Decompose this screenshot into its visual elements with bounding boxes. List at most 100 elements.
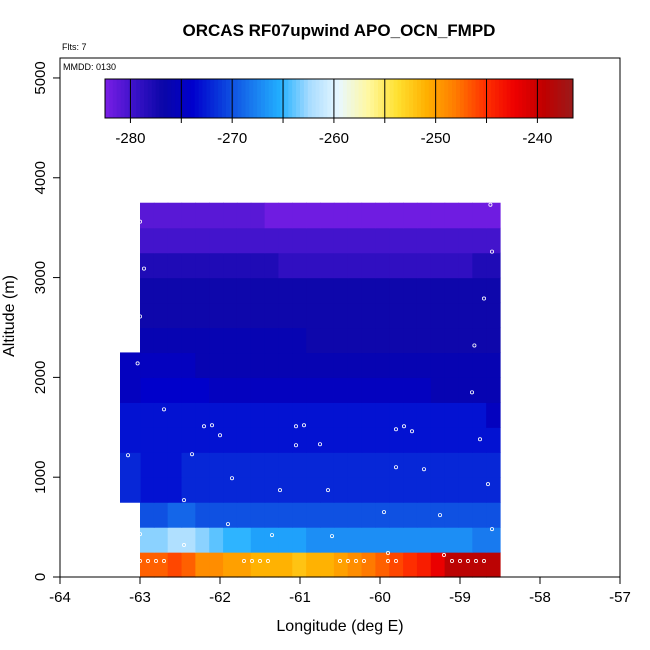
heatmap-cell <box>236 252 252 279</box>
heatmap-cell <box>416 227 432 254</box>
heatmap-cell <box>250 477 266 503</box>
heatmap-cell <box>181 327 196 354</box>
colorbar-swatch <box>175 79 180 118</box>
sample-point <box>181 543 186 548</box>
heatmap-cell <box>181 202 196 229</box>
heatmap-cell <box>153 427 169 453</box>
colorbar: -280 -270 -260 -250 -240 <box>104 78 574 147</box>
colorbar-swatch <box>288 79 293 118</box>
heatmap-cell <box>486 352 501 378</box>
heatmap-cell <box>430 402 446 428</box>
heatmap-cell <box>472 477 487 503</box>
colorbar-swatch <box>452 79 457 118</box>
heatmap-cell <box>292 427 307 453</box>
heatmap-cell <box>320 202 335 229</box>
colorbar-swatch <box>491 79 496 118</box>
heatmap-cell <box>444 452 460 478</box>
heatmap-cell <box>292 552 307 578</box>
y-tick-label: 0 <box>32 573 49 581</box>
heatmap-cell <box>236 277 252 304</box>
sample-point <box>137 532 142 537</box>
heatmap-cell <box>486 402 501 428</box>
sample-point <box>201 424 206 429</box>
heatmap-cell <box>181 452 196 478</box>
heatmap-cell <box>430 302 446 329</box>
heatmap-cell <box>375 352 390 378</box>
colorbar-swatch <box>432 79 437 118</box>
heatmap-cell <box>306 527 321 553</box>
heatmap-cell <box>195 202 210 229</box>
heatmap-cell <box>444 377 460 403</box>
heatmap-cell <box>458 277 473 304</box>
heatmap-cell <box>292 377 307 403</box>
heatmap-cell <box>195 277 210 304</box>
colorbar-swatch <box>537 79 543 118</box>
colorbar-swatch <box>198 79 203 118</box>
heatmap-cell <box>333 527 349 553</box>
y-tick-label: 5000 <box>32 61 49 94</box>
colorbar-swatch <box>237 79 242 118</box>
y-tick-label: 2000 <box>32 361 49 394</box>
heatmap-cell <box>444 477 460 503</box>
heatmap-cell <box>250 452 266 478</box>
heatmap-cell <box>430 202 446 229</box>
heatmap-cell <box>278 327 293 354</box>
heatmap-cell <box>361 277 376 304</box>
heatmap-cell <box>209 477 224 503</box>
heatmap-cell <box>167 427 183 453</box>
heatmap-cell <box>486 427 501 453</box>
heatmap-cell <box>236 527 252 553</box>
sample-point <box>345 559 350 564</box>
colorbar-swatch <box>331 79 336 118</box>
heatmap-cell <box>306 227 321 254</box>
heatmap-cell <box>209 252 224 279</box>
heatmap-cell <box>333 327 349 354</box>
heatmap-cell <box>347 452 363 478</box>
heatmap-cell <box>140 402 155 428</box>
colorbar-swatch <box>155 79 161 118</box>
heatmap-cell <box>223 352 238 378</box>
heatmap-cell <box>458 252 473 279</box>
heatmap-cell <box>236 227 252 254</box>
chart-title: ORCAS RF07upwind APO_OCN_FMPD <box>183 21 496 40</box>
sample-point <box>181 498 186 503</box>
sample-point <box>137 314 142 319</box>
heatmap-cell <box>361 202 376 229</box>
heatmap-cell <box>458 552 473 578</box>
heatmap-cell <box>320 452 335 478</box>
heatmap-cell <box>120 352 141 403</box>
heatmap-cell <box>209 402 224 428</box>
heatmap-cell <box>250 227 266 254</box>
colorbar-swatch <box>276 79 281 118</box>
heatmap-cell <box>416 252 432 279</box>
heatmap-cell <box>278 302 293 329</box>
heatmap-cell <box>320 402 335 428</box>
colorbar-swatch <box>354 79 359 118</box>
heatmap-cell <box>320 302 335 329</box>
plot-area <box>120 202 501 578</box>
heatmap-cell <box>209 327 224 354</box>
heatmap-cell <box>472 252 487 279</box>
heatmap-cell <box>486 552 501 578</box>
colorbar-swatch <box>190 79 196 118</box>
heatmap-cell <box>472 277 487 304</box>
colorbar-swatch <box>565 79 570 118</box>
heatmap-cell <box>375 252 390 279</box>
heatmap-cell <box>167 377 183 403</box>
plot-frame <box>59 57 621 578</box>
heatmap-cell <box>458 477 473 503</box>
heatmap-cell <box>140 352 155 378</box>
heatmap-cell <box>167 327 183 354</box>
heatmap-cell <box>403 227 418 254</box>
heatmap-cell <box>444 402 460 428</box>
heatmap-cell <box>223 502 238 528</box>
heatmap-cell <box>140 477 155 503</box>
heatmap-cell <box>486 452 501 478</box>
heatmap-cell <box>181 302 196 329</box>
heatmap-cell <box>223 527 238 553</box>
heatmap-cell <box>306 252 321 279</box>
heatmap-cell <box>430 227 446 254</box>
heatmap-cell <box>389 202 404 229</box>
colorbar-frame <box>104 78 574 119</box>
colorbar-swatch <box>409 79 414 118</box>
